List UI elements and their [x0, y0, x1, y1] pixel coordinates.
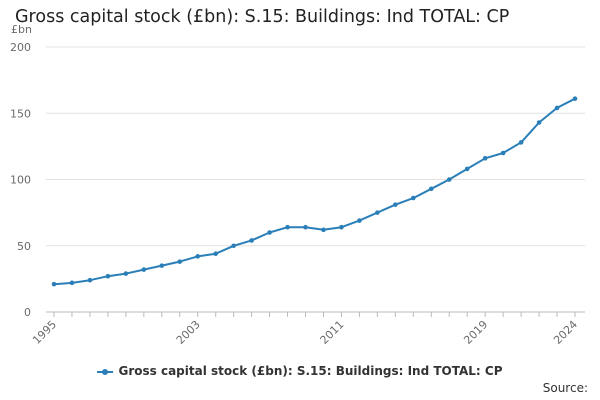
data-point: [411, 195, 416, 201]
data-point: [267, 230, 272, 235]
data-point: [339, 224, 344, 230]
gridlines: [46, 46, 585, 247]
data-point: [446, 177, 452, 182]
x-tick-label: 2019: [461, 318, 490, 347]
data-point: [536, 120, 542, 125]
data-point: [195, 254, 201, 259]
data-point: [303, 224, 308, 230]
x-tick-label: 2003: [174, 318, 203, 347]
data-point: [321, 227, 326, 233]
data-point: [357, 218, 362, 223]
data-point: [105, 273, 111, 279]
x-tick-label: 2024: [551, 318, 580, 347]
y-tick-label: 200: [10, 41, 31, 54]
data-point: [482, 156, 488, 161]
y-axis-unit-label: £bn: [11, 23, 32, 36]
data-point: [159, 263, 165, 268]
y-tick-label: 0: [24, 306, 31, 319]
y-tick-label: 50: [17, 240, 31, 253]
series-line: [53, 97, 576, 286]
data-point: [51, 281, 57, 287]
data-point: [393, 202, 398, 207]
axes: 0 50 100 150 200 1995 2003 2011 2019 2024: [10, 41, 585, 347]
chart-title: Gross capital stock (£bn): S.15: Buildin…: [15, 7, 510, 27]
y-tick-label: 100: [10, 174, 31, 187]
legend[interactable]: Gross capital stock (£bn): S.15: Buildin…: [0, 364, 600, 378]
data-point: [375, 210, 380, 215]
y-tick-label: 150: [10, 107, 31, 120]
data-point: [249, 238, 254, 243]
data-point: [123, 271, 129, 276]
data-point: [500, 150, 506, 156]
data-point: [69, 280, 75, 286]
data-point: [572, 96, 578, 101]
data-point: [464, 166, 470, 172]
data-point: [213, 251, 218, 256]
data-point: [231, 243, 236, 249]
x-tick-label: 1995: [30, 318, 59, 347]
legend-label: Gross capital stock (£bn): S.15: Buildin…: [118, 364, 503, 378]
data-point: [141, 267, 147, 272]
source-label: Source:: [542, 381, 588, 395]
data-point: [177, 259, 183, 264]
data-point: [87, 277, 93, 283]
legend-line-marker-icon: [97, 367, 114, 377]
series-layer: [51, 96, 578, 287]
data-point: [285, 224, 290, 230]
data-point: [554, 105, 560, 111]
data-point: [518, 140, 524, 145]
x-tick-label: 2011: [318, 318, 347, 347]
data-point: [428, 186, 434, 192]
